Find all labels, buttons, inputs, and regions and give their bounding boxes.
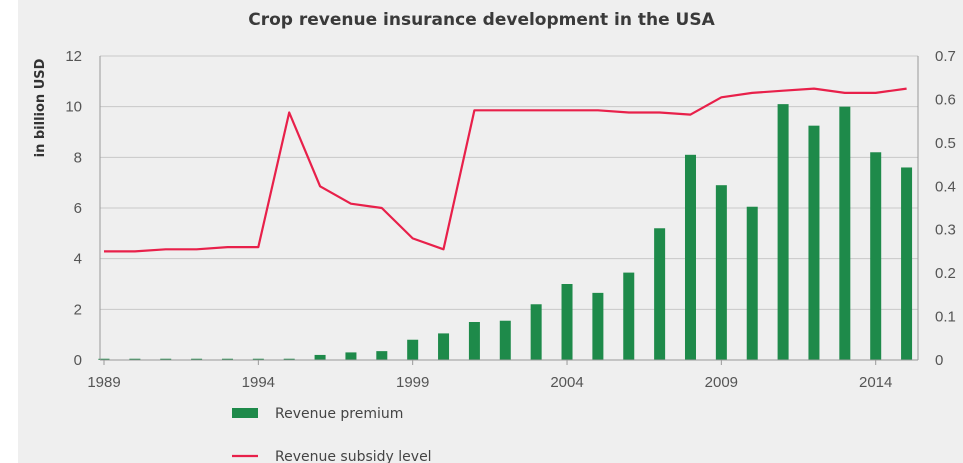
- y-tick-label-left: 10: [65, 99, 82, 116]
- x-tick-label: 2004: [550, 374, 583, 391]
- y-tick-label-left: 2: [74, 301, 82, 318]
- bar: [345, 352, 357, 360]
- bar: [129, 358, 141, 360]
- bar: [870, 152, 882, 360]
- x-tick-label: 1999: [396, 374, 429, 391]
- bar: [438, 333, 450, 360]
- grid-lines: [100, 55, 918, 310]
- bar: [746, 206, 758, 360]
- bar: [407, 339, 419, 360]
- bar: [684, 154, 696, 360]
- legend: Revenue premium Revenue subsidy level: [232, 406, 432, 463]
- chart-panel: [18, 0, 963, 463]
- bar: [191, 358, 203, 360]
- y-tick-label-right: 0.1: [935, 309, 956, 326]
- y-tick-label-left: 6: [74, 200, 82, 217]
- y-axis-label: in billion USD: [33, 58, 48, 157]
- y-tick-label-right: 0.4: [935, 178, 956, 195]
- bar: [561, 284, 573, 360]
- y-tick-label-right: 0.3: [935, 222, 956, 239]
- legend-label-premium: Revenue premium: [275, 406, 403, 422]
- bar: [499, 320, 511, 360]
- y-tick-label-right: 0.6: [935, 91, 956, 108]
- x-tick-label: 1994: [242, 374, 275, 391]
- y-tick-label-left: 12: [65, 48, 82, 65]
- bar: [839, 106, 851, 361]
- bar-series: [98, 104, 913, 361]
- bar: [252, 358, 264, 360]
- bar: [654, 228, 666, 360]
- bar: [901, 167, 913, 360]
- bar: [283, 358, 295, 360]
- y-tick-label-right: 0.2: [935, 265, 956, 282]
- bar: [808, 125, 820, 361]
- bar: [160, 358, 172, 360]
- y-tick-label-left: 4: [74, 251, 82, 268]
- legend-label-subsidy: Revenue subsidy level: [275, 449, 432, 463]
- y-tick-label-left: 8: [74, 149, 82, 166]
- bar: [376, 351, 388, 360]
- bar: [314, 354, 326, 360]
- bar: [715, 185, 727, 360]
- y-tick-label-right: 0.7: [935, 48, 956, 65]
- chart-title: Crop revenue insurance development in th…: [248, 10, 715, 30]
- bar: [592, 292, 604, 360]
- x-tick-label: 2014: [859, 374, 892, 391]
- axes: 0 2 4 6 8 10 12 0 0.1 0.2 0.3 0.4 0.5 0.6 0.7 1989 1994 1…: [65, 48, 956, 391]
- bar: [468, 322, 480, 360]
- subsidy-line: [104, 87, 907, 253]
- bar: [221, 358, 233, 360]
- y-tick-label-left: 0: [74, 352, 82, 369]
- legend-swatch-premium: [232, 408, 258, 418]
- bar: [98, 358, 110, 360]
- x-tick-label: 1989: [87, 374, 120, 391]
- bar: [530, 304, 542, 360]
- x-tick-label: 2009: [705, 374, 738, 391]
- bar: [623, 272, 635, 360]
- y-tick-label-right: 0.5: [935, 135, 956, 152]
- bar: [777, 104, 789, 360]
- y-tick-label-right: 0: [935, 352, 943, 369]
